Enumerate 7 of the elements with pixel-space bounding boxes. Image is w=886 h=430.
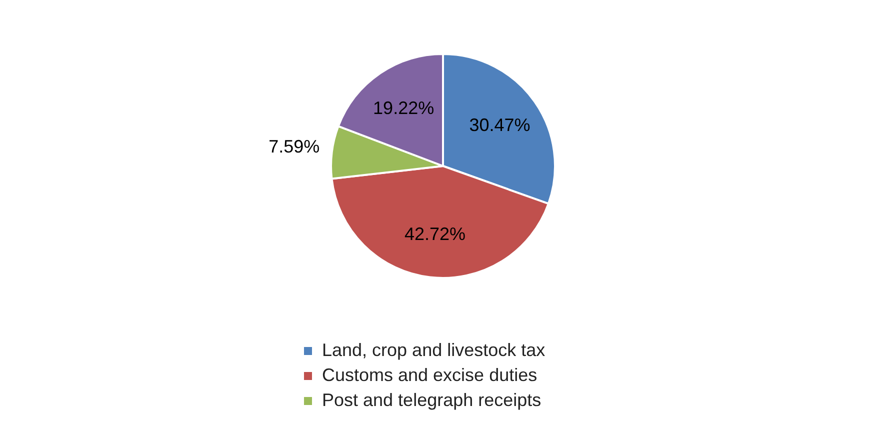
legend-label: Customs and excise duties [322, 364, 538, 387]
data-label: 7.59% [268, 136, 320, 156]
data-label: 19.22% [373, 98, 434, 118]
data-label: 30.47% [469, 114, 530, 135]
legend-label: Land, crop and livestock tax [322, 339, 546, 362]
data-label: 42.72% [404, 224, 466, 244]
legend-label: Post and telegraph receipts [322, 389, 542, 412]
